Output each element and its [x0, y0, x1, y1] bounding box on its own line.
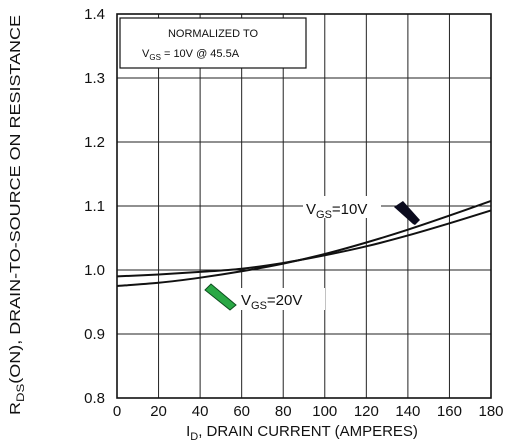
series-lines [116, 199, 492, 287]
note-box [119, 17, 307, 69]
x-tick-label: 120 [354, 403, 379, 420]
note-line1: NORMALIZED TO [168, 28, 258, 40]
x-tick-labels: 0 20 40 60 80 100 120 140 160 180 [113, 403, 504, 420]
y-tick-label: 1.4 [84, 6, 105, 23]
normalization-note: NORMALIZED TO VGS = 10V @ 45.5A [119, 17, 307, 69]
x-tick-label: 20 [150, 403, 167, 420]
x-tick-label: 100 [312, 403, 337, 420]
arrow-20v [204, 283, 237, 311]
y-tick-label: 1.2 [84, 134, 105, 151]
x-tick-label: 0 [113, 403, 121, 420]
series-line-20v [116, 209, 492, 278]
x-tick-label: 40 [192, 403, 209, 420]
y-axis-title: RDS(ON), DRAIN-TO-SOURCE ON RESISTANCE [7, 15, 27, 415]
y-tick-label: 0.8 [84, 390, 105, 407]
series-label-10v-bg [303, 196, 381, 218]
x-axis-title: ID, DRAIN CURRENT (AMPERES) [186, 423, 418, 443]
y-tick-label: 0.9 [84, 326, 105, 343]
x-tick-label: 180 [478, 403, 503, 420]
arrow-10v [394, 201, 420, 225]
y-tick-label: 1.3 [84, 70, 105, 87]
series-label-20v-bg [239, 288, 325, 310]
x-tick-label: 60 [233, 403, 250, 420]
x-tick-label: 160 [437, 403, 462, 420]
series-label-10v: VGS=10V [306, 201, 367, 221]
plot-frame [116, 13, 492, 399]
x-tick-label: 80 [275, 403, 292, 420]
y-tick-labels: 0.8 0.9 1.0 1.1 1.2 1.3 1.4 [84, 6, 105, 407]
y-tick-label: 1.0 [84, 262, 105, 279]
series-label-20v: VGS=20V [241, 292, 302, 312]
series-label-20v-group: VGS=20V [204, 283, 325, 312]
note-line2: VGS = 10V @ 45.5A [142, 48, 240, 62]
x-tick-label: 140 [395, 403, 420, 420]
series-label-10v-group: VGS=10V [303, 196, 420, 225]
y-tick-label: 1.1 [84, 198, 105, 215]
